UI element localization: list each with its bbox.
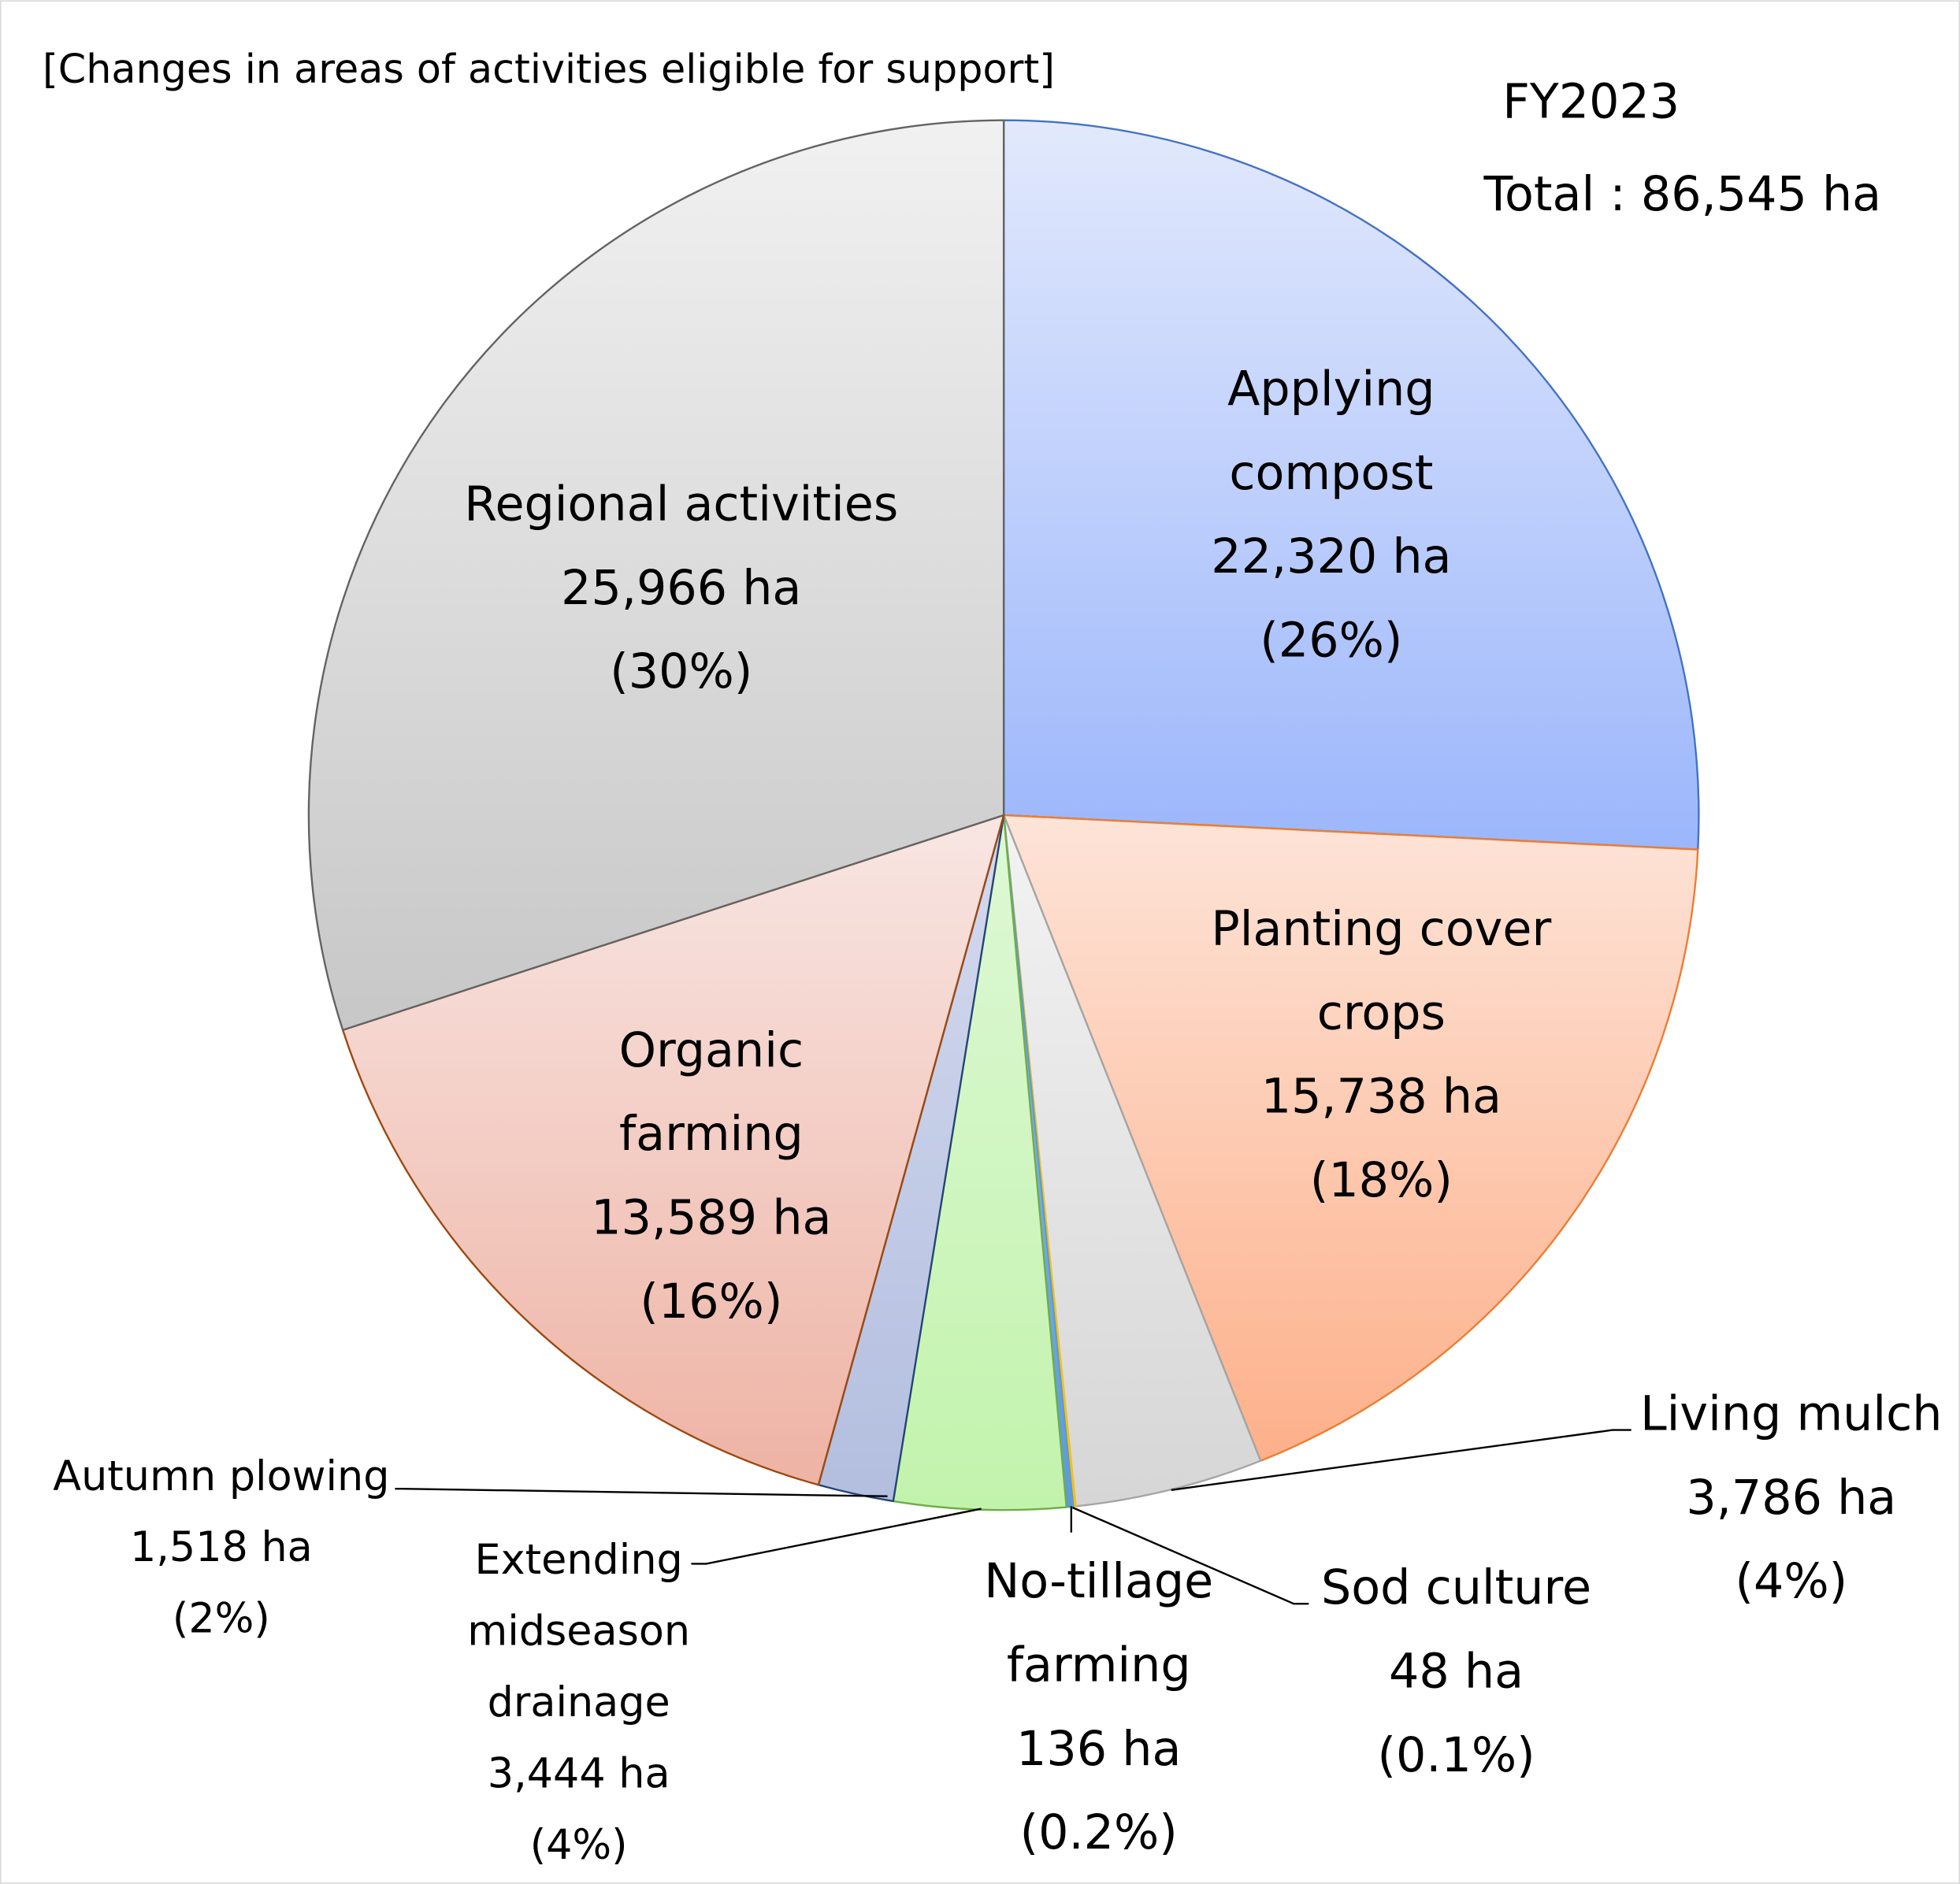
leader-lines <box>395 1429 1631 1605</box>
svg-text:(30%): (30%) <box>610 644 752 699</box>
svg-text:1,518 ha: 1,518 ha <box>130 1523 313 1571</box>
svg-text:(26%): (26%) <box>1260 613 1402 668</box>
svg-text:13,589 ha: 13,589 ha <box>591 1191 831 1246</box>
label-organic-farming: Organic farming 13,589 ha (16%) <box>591 1023 831 1330</box>
svg-text:Regional activities: Regional activities <box>464 477 898 532</box>
leader-line-living-mulch <box>1171 1429 1631 1491</box>
pie-slices <box>307 119 1700 1511</box>
label-extending-midseason-drainage: Extending midseason drainage 3,444 ha (4… <box>467 1536 690 1869</box>
year-label: FY2023 <box>1502 75 1680 130</box>
pie-slice-regional-activities <box>307 119 1005 1031</box>
svg-text:Planting cover: Planting cover <box>1211 902 1551 957</box>
leader-line-sod-culture <box>1071 1506 1309 1605</box>
svg-text:25,966 ha: 25,966 ha <box>561 561 801 616</box>
svg-text:compost: compost <box>1229 446 1433 501</box>
svg-text:(18%): (18%) <box>1310 1153 1453 1208</box>
leader-line-drainage <box>691 1508 982 1565</box>
label-living-mulch: Living mulch 3,786 ha (4%) <box>1640 1387 1942 1610</box>
svg-text:3,786 ha: 3,786 ha <box>1686 1470 1896 1526</box>
svg-text:drainage: drainage <box>488 1678 670 1726</box>
svg-text:midseason: midseason <box>467 1608 690 1656</box>
svg-text:3,444 ha: 3,444 ha <box>488 1749 670 1797</box>
label-applying-compost: Applying compost 22,320 ha (26%) <box>1211 362 1451 668</box>
svg-text:15,738 ha: 15,738 ha <box>1261 1070 1502 1125</box>
svg-text:(4%): (4%) <box>530 1821 628 1869</box>
pie-slice-applying-compost <box>1002 119 1700 851</box>
svg-text:Extending: Extending <box>475 1536 683 1584</box>
leader-line-autumn-plowing <box>395 1488 888 1497</box>
svg-text:No-tillage: No-tillage <box>984 1554 1213 1609</box>
svg-text:136 ha: 136 ha <box>1016 1722 1181 1777</box>
svg-text:Sod culture: Sod culture <box>1321 1560 1591 1615</box>
label-autumn-plowing: Autumn plowing 1,518 ha (2%) <box>53 1452 389 1643</box>
svg-text:(0.2%): (0.2%) <box>1020 1805 1178 1860</box>
svg-text:22,320 ha: 22,320 ha <box>1211 529 1451 584</box>
svg-text:farming: farming <box>1007 1638 1191 1693</box>
pie-slice-living-mulch <box>1002 814 1262 1508</box>
pie-slice-planting-cover-crops <box>1002 814 1699 1462</box>
svg-text:(2%): (2%) <box>173 1595 270 1643</box>
svg-text:Organic: Organic <box>619 1023 804 1078</box>
label-sod-culture: Sod culture 48 ha (0.1%) <box>1321 1560 1591 1783</box>
label-no-tillage-farming: No-tillage farming 136 ha (0.2%) <box>984 1554 1213 1860</box>
svg-text:crops: crops <box>1317 985 1446 1040</box>
svg-text:(4%): (4%) <box>1735 1554 1847 1609</box>
svg-text:farming: farming <box>619 1107 804 1162</box>
svg-text:(0.1%): (0.1%) <box>1377 1728 1535 1783</box>
label-planting-cover-crops: Planting cover crops 15,738 ha (18%) <box>1211 902 1551 1208</box>
chart-title: [Changes in areas of activities eligible… <box>43 46 1055 92</box>
svg-text:Autumn plowing: Autumn plowing <box>53 1452 389 1500</box>
total-label: Total : 86,545 ha <box>1483 167 1881 222</box>
svg-text:48 ha: 48 ha <box>1389 1644 1524 1699</box>
svg-text:Living mulch: Living mulch <box>1640 1387 1942 1442</box>
svg-text:(16%): (16%) <box>640 1274 782 1330</box>
svg-text:Applying: Applying <box>1227 362 1435 417</box>
pie-slice-organic-farming <box>341 814 1005 1486</box>
label-regional-activities: Regional activities 25,966 ha (30%) <box>464 477 898 699</box>
